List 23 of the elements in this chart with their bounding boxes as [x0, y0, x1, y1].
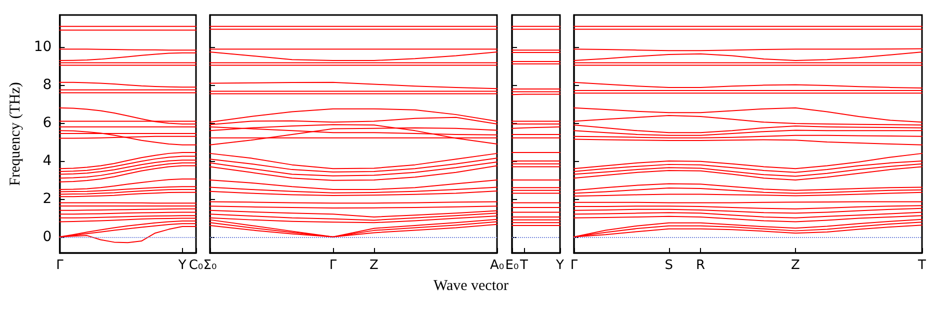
x-tick-label: R — [696, 258, 706, 273]
x-tick-label: Γ — [329, 258, 338, 273]
x-tick-label: T — [519, 258, 528, 273]
x-tick-label: E₀ — [505, 258, 519, 273]
x-axis-title: Wave vector — [432, 278, 510, 295]
y-axis-title: Frequency (THz) — [8, 82, 24, 186]
x-tick-label: Γ — [570, 258, 578, 273]
y-tick-label: 0 — [42, 228, 52, 245]
y-tick-label: 10 — [34, 39, 52, 56]
x-tick-label: Z — [791, 258, 800, 273]
y-tick-label: 8 — [42, 77, 52, 94]
y-tick-label: 6 — [42, 115, 52, 132]
x-tick-label: Γ — [56, 258, 64, 273]
x-tick-label: S — [664, 258, 674, 273]
x-tick-label: A₀ — [490, 258, 504, 273]
x-tick-label: T — [917, 258, 926, 273]
x-tick-label: Y — [555, 258, 564, 273]
y-tick-label: 4 — [42, 153, 52, 170]
x-tick-label: C₀ — [188, 258, 204, 273]
x-tick-label: Y — [177, 258, 186, 273]
y-tick-label: 2 — [42, 190, 52, 207]
x-tick-label: Σ₀ — [203, 258, 217, 273]
x-tick-label: Z — [370, 258, 379, 273]
